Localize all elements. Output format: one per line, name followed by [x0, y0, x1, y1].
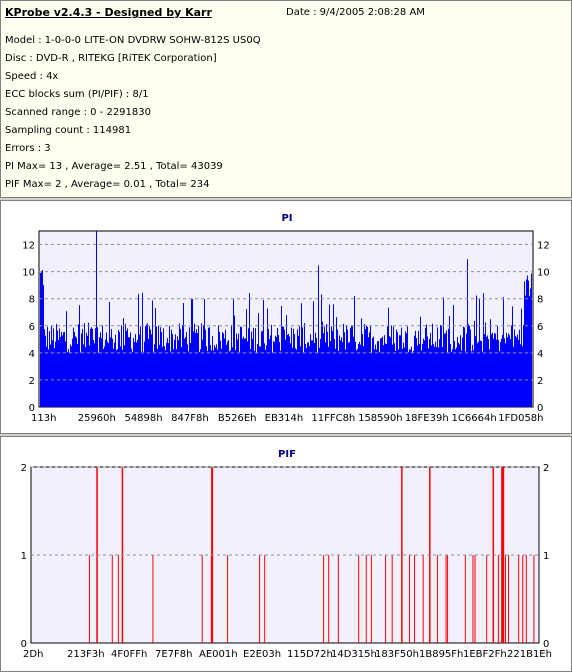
ecc-line: ECC blocks sum (PI/PIF) : 8/1 — [5, 89, 149, 100]
y-tick-label-left: 12 — [22, 241, 35, 252]
x-tick-label: 113h — [31, 413, 56, 424]
y-tick-label-right: 4 — [537, 349, 543, 360]
y-tick-label-left: 1 — [21, 551, 27, 562]
y-tick-label-right: 8 — [537, 295, 543, 306]
speed-line: Speed : 4x — [5, 71, 59, 82]
y-tick-label-left: 10 — [22, 268, 35, 279]
x-tick-label: 1B895Fh — [419, 649, 463, 660]
x-tick-label: 2Dh — [23, 649, 43, 660]
y-tick-label-left: 2 — [29, 376, 35, 387]
pi-chart: PI 0 0 2 2 4 4 6 6 8 8 10 10 12 12 113h 25960h 54898h 847F… — [22, 213, 550, 424]
app-title: KProbe v2.4.3 - Designed by Karr — [5, 6, 212, 19]
pif-chart-panel: PIF 0 0 1 1 2 2 2Dh 213F3h 4F0FFh 7E7F8h AE001h E2E0… — [0, 436, 572, 672]
y-tick-label-left: 0 — [21, 639, 27, 650]
y-tick-label-right: 6 — [537, 322, 543, 333]
y-tick-label-right: 0 — [537, 403, 543, 414]
x-tick-label: EB314h — [265, 413, 304, 424]
model-line: Model : 1-0-0-0 LITE-ON DVDRW SOHW-812S … — [5, 35, 261, 46]
x-tick-label: AE001h — [199, 649, 238, 660]
x-tick-label: 1FD058h — [498, 413, 543, 424]
x-tick-label: 1C6664h — [452, 413, 497, 424]
y-tick-label-right: 0 — [543, 639, 549, 650]
y-tick-label-right: 12 — [537, 241, 550, 252]
range-line: Scanned range : 0 - 2291830 — [5, 107, 151, 118]
x-tick-label: 25960h — [78, 413, 116, 424]
sampling-line: Sampling count : 114981 — [5, 125, 132, 136]
pi-stats-line: PI Max= 13 , Average= 2.51 , Total= 4303… — [5, 161, 223, 172]
disc-line: Disc : DVD-R , RITEKG [RiTEK Corporation… — [5, 53, 217, 64]
x-tick-label: 18FE39h — [405, 413, 449, 424]
x-tick-label: 4F0FFh — [111, 649, 147, 660]
errors-line: Errors : 3 — [5, 143, 51, 154]
x-tick-label: 847F8h — [171, 413, 209, 424]
x-tick-label: 54898h — [124, 413, 162, 424]
x-tick-label: 221B1Eh — [507, 649, 552, 660]
x-tick-label: 7E7F8h — [155, 649, 193, 660]
pif-stats-line: PIF Max= 2 , Average= 0.01 , Total= 234 — [5, 179, 210, 190]
x-tick-label: 1EBF2Fh — [463, 649, 507, 660]
chart-title: PIF — [278, 449, 296, 460]
info-panel: KProbe v2.4.3 - Designed by Karr Date : … — [0, 0, 572, 198]
x-tick-label: B526Eh — [218, 413, 257, 424]
x-tick-label: 213F3h — [67, 649, 105, 660]
pif-chart: PIF 0 0 1 1 2 2 2Dh 213F3h 4F0FFh 7E7F8h AE001h E2E0… — [21, 449, 552, 660]
x-tick-label: 115D72h — [287, 649, 333, 660]
x-tick-label: E2E03h — [243, 649, 281, 660]
y-tick-label-left: 6 — [29, 322, 35, 333]
y-tick-label-left: 4 — [29, 349, 35, 360]
x-tick-label: 11FFC8h — [311, 413, 355, 424]
y-tick-label-left: 8 — [29, 295, 35, 306]
x-tick-label: 14D315h — [331, 649, 377, 660]
y-tick-label-right: 10 — [537, 268, 550, 279]
y-tick-label-left: 0 — [29, 403, 35, 414]
y-tick-label-right: 2 — [537, 376, 543, 387]
pi-chart-panel: PI 0 0 2 2 4 4 6 6 8 8 10 10 12 12 113h 25960h 54898h 847F… — [0, 200, 572, 434]
y-tick-label-right: 1 — [543, 551, 549, 562]
scan-date: Date : 9/4/2005 2:08:28 AM — [286, 7, 425, 18]
y-tick-label-right: 2 — [543, 463, 549, 474]
x-tick-label: 183F50h — [375, 649, 419, 660]
chart-title: PI — [281, 213, 292, 224]
y-tick-label-left: 2 — [21, 463, 27, 474]
x-tick-label: 158590h — [358, 413, 403, 424]
